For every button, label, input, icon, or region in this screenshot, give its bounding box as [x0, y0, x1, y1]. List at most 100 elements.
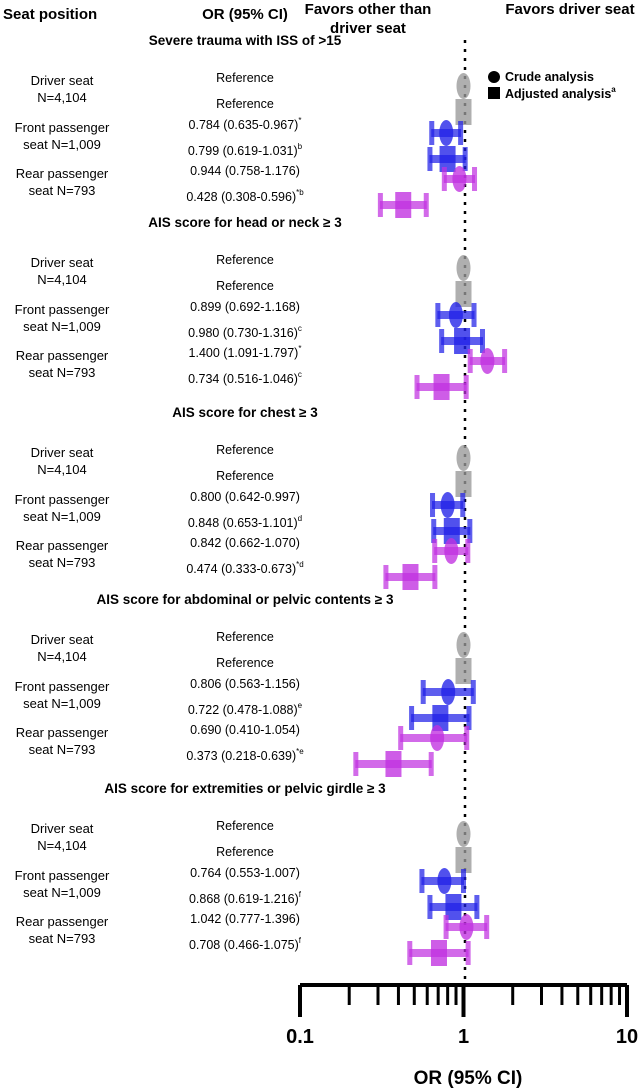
header-favors-driver: Favors driver seat: [505, 1, 634, 18]
or-ci-value: Reference: [216, 656, 274, 670]
group-label: N=4,104: [37, 272, 87, 287]
group-label: Front passenger: [15, 868, 110, 883]
or-ci-text: 1.042 (0.777-1.396): [190, 912, 300, 926]
or-ci-text: Reference: [216, 279, 274, 293]
group-label: Front passenger: [15, 492, 110, 507]
or-ci-value: 0.474 (0.333-0.673): [186, 562, 296, 576]
point-adjusted: [455, 471, 472, 497]
group-label: seat N=793: [29, 742, 96, 757]
group-label: N=4,104: [37, 462, 87, 477]
point-adjusted: [455, 847, 472, 873]
or-ci-footnote: e: [298, 701, 303, 710]
point-crude: [441, 679, 456, 705]
ci-cap-low: [427, 895, 433, 919]
ci-cap-low: [467, 349, 473, 373]
or-ci-value: 0.784 (0.635-0.967): [189, 118, 299, 132]
or-ci-footnote: *b: [296, 188, 304, 197]
x-axis: 0.1 1 10 OR (95% CI): [286, 983, 638, 1089]
ci-cap-low: [432, 539, 438, 563]
group-label: seat N=793: [29, 183, 96, 198]
header-favors-other-line1: Favors other than: [305, 1, 432, 18]
point-adjusted: [439, 146, 456, 172]
tick-label: 10: [616, 1026, 638, 1048]
or-ci-value: 0.722 (0.478-1.088): [188, 703, 298, 717]
point-adjusted: [433, 374, 450, 400]
ci-cap-high: [465, 539, 471, 563]
point-crude: [456, 632, 471, 658]
group-label: Driver seat: [31, 821, 94, 836]
or-ci-text: Reference: [216, 71, 274, 85]
ci-cap-low: [353, 752, 359, 776]
or-ci-value: 0.690 (0.410-1.054): [190, 723, 300, 737]
ci-cap-low: [409, 706, 415, 730]
or-ci-text: 0.944 (0.758-1.176): [190, 164, 300, 178]
or-ci-value: 0.944 (0.758-1.176): [190, 164, 300, 178]
header-favors-other-line2: driver seat: [330, 20, 406, 37]
ci-cap-low: [435, 303, 441, 327]
group-label: Driver seat: [31, 632, 94, 647]
or-ci-text: Reference: [216, 845, 274, 859]
or-ci-text: 0.806 (0.563-1.156): [190, 677, 300, 691]
or-ci-value: 0.806 (0.563-1.156): [190, 677, 300, 691]
or-ci-value: 0.980 (0.730-1.316): [188, 326, 298, 340]
or-ci-value: Reference: [216, 253, 274, 267]
group-label: N=4,104: [37, 649, 87, 664]
group-label: Front passenger: [15, 679, 110, 694]
group-label: Driver seat: [31, 255, 94, 270]
or-ci-text: 0.734 (0.516-1.046)c: [188, 370, 302, 386]
or-ci-footnote: *: [298, 116, 301, 125]
or-ci-value: 0.708 (0.466-1.075): [189, 938, 299, 952]
or-ci-value: Reference: [216, 630, 274, 644]
tick-label: 1: [458, 1026, 469, 1048]
or-ci-value: 0.800 (0.642-0.997): [190, 490, 300, 504]
or-ci-text: 0.842 (0.662-1.070): [190, 536, 300, 550]
group-label: Driver seat: [31, 445, 94, 460]
or-ci-footnote: f: [299, 890, 302, 899]
point-adjusted: [455, 99, 472, 125]
or-ci-value: 1.042 (0.777-1.396): [190, 912, 300, 926]
ci-cap-high: [467, 519, 473, 543]
section-title: AIS score for head or neck ≥ 3: [148, 215, 342, 230]
point-adjusted: [385, 751, 402, 777]
group-label: N=4,104: [37, 90, 87, 105]
or-ci-value: Reference: [216, 469, 274, 483]
point-crude: [480, 348, 495, 374]
legend-adjusted-sup: a: [611, 85, 616, 94]
or-ci-text: Reference: [216, 656, 274, 670]
group-label: Rear passenger: [16, 166, 109, 181]
ci-cap-low: [441, 167, 447, 191]
or-ci-value: Reference: [216, 71, 274, 85]
legend-adjusted-text: Adjusted analysis: [505, 87, 611, 101]
or-ci-text: 0.722 (0.478-1.088)e: [188, 701, 303, 717]
point-adjusted: [455, 658, 472, 684]
or-ci-text: 0.373 (0.218-0.639)*e: [186, 747, 304, 763]
or-ci-value: 0.842 (0.662-1.070): [190, 536, 300, 550]
or-ci-footnote: *e: [296, 747, 304, 756]
point-adjusted: [432, 705, 449, 731]
ci-cap-high: [470, 680, 476, 704]
group-label: seat N=793: [29, 931, 96, 946]
or-ci-text: Reference: [216, 819, 274, 833]
ci-cap-high: [460, 869, 466, 893]
or-ci-value: 0.373 (0.218-0.639): [186, 749, 296, 763]
x-axis-label: OR (95% CI): [414, 1068, 523, 1089]
header-or-ci: OR (95% CI): [202, 6, 288, 23]
point-adjusted: [395, 192, 412, 218]
point-crude: [456, 821, 471, 847]
ci-cap-high: [463, 375, 469, 399]
legend-crude-label: Crude analysis: [505, 70, 594, 84]
or-ci-text: 1.400 (1.091-1.797)*: [189, 344, 302, 360]
point-adjusted: [430, 940, 447, 966]
point-adjusted: [455, 281, 472, 307]
rows-layer: Severe trauma with ISS of >15 Driver seat…: [15, 33, 508, 966]
group-label: Rear passenger: [16, 725, 109, 740]
or-ci-value: 1.400 (1.091-1.797): [189, 346, 299, 360]
legend-crude-marker: [488, 71, 500, 83]
point-crude: [456, 445, 471, 471]
or-ci-value: 0.428 (0.308-0.596): [186, 190, 296, 204]
group-label: seat N=1,009: [23, 696, 101, 711]
or-ci-value: Reference: [216, 443, 274, 457]
point-adjusted: [445, 894, 462, 920]
or-ci-value: Reference: [216, 97, 274, 111]
